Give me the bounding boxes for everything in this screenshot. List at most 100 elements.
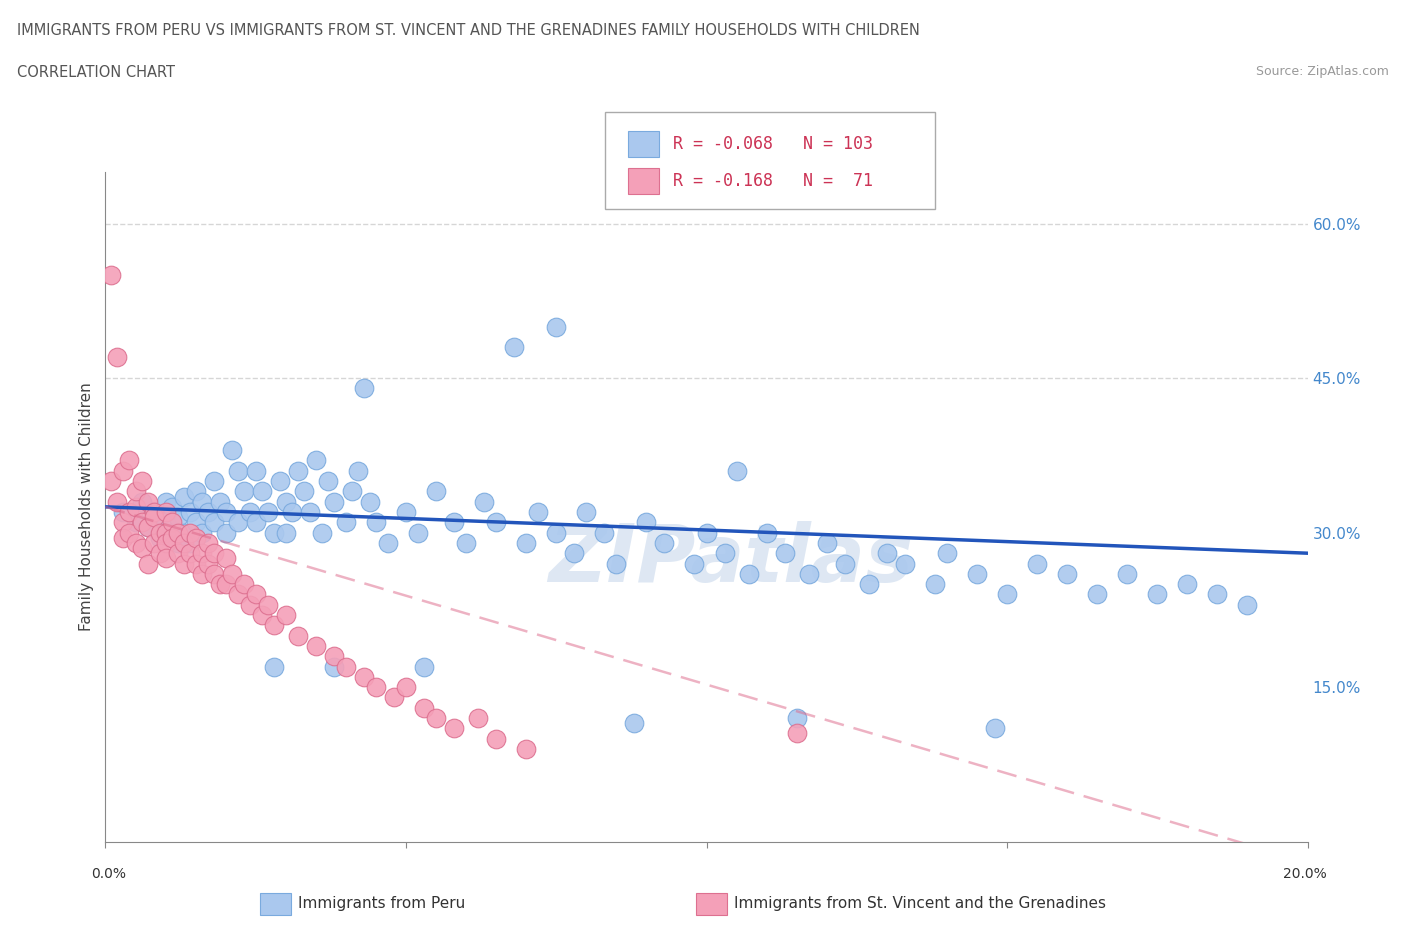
Point [124,499,146,514]
Point [263,525,285,540]
Point [166,536,188,551]
Point [184,530,207,545]
Point [364,680,387,695]
Point [515,741,537,756]
Point [353,670,375,684]
Point [124,536,146,551]
Point [456,536,478,551]
Point [197,536,219,551]
Point [136,520,159,535]
Point [160,525,183,540]
Point [173,489,195,504]
Point [605,556,627,571]
Point [214,551,236,565]
Point [335,515,357,530]
Point [142,536,165,551]
Point [155,525,177,540]
Point [269,473,291,488]
Point [322,494,344,509]
Point [654,536,676,551]
Point [406,525,429,540]
Point [274,494,297,509]
Point [179,536,201,551]
Point [131,473,153,488]
Point [250,484,273,498]
Text: CORRELATION CHART: CORRELATION CHART [17,65,174,80]
Point [1085,587,1108,602]
Point [214,577,236,591]
Text: Source: ZipAtlas.com: Source: ZipAtlas.com [1256,65,1389,78]
Text: ZIPatlas: ZIPatlas [548,522,912,600]
Point [112,530,135,545]
Point [107,494,129,509]
Point [485,731,508,746]
Point [148,546,170,561]
Point [623,716,645,731]
Point [966,566,988,581]
Point [142,505,165,520]
Point [214,505,236,520]
Point [232,577,254,591]
Point [256,597,278,612]
Point [443,721,465,736]
Point [316,473,339,488]
Point [353,381,375,396]
Point [593,525,616,540]
Point [160,530,183,545]
Point [136,556,159,571]
Point [190,546,212,561]
Text: 0.0%: 0.0% [91,867,125,881]
Point [737,566,759,581]
Point [287,463,309,478]
Point [413,700,436,715]
Point [131,540,153,555]
Point [1146,587,1168,602]
Point [173,536,195,551]
Point [131,494,153,509]
Point [924,577,946,591]
Point [472,494,495,509]
Point [131,515,153,530]
Point [202,546,225,561]
Point [382,690,405,705]
Point [245,515,267,530]
Point [179,546,201,561]
Point [725,463,748,478]
Point [155,494,177,509]
Y-axis label: Family Households with Children: Family Households with Children [79,382,94,631]
Point [1116,566,1139,581]
Point [425,484,447,498]
Point [155,515,177,530]
Point [786,726,808,741]
Point [173,556,195,571]
Point [467,711,489,725]
Point [118,525,141,540]
Point [773,546,796,561]
Point [184,556,207,571]
Point [190,566,212,581]
Point [364,515,387,530]
Point [485,515,508,530]
Point [197,556,219,571]
Point [425,711,447,725]
Point [239,597,262,612]
Point [245,587,267,602]
Point [274,607,297,622]
Point [202,566,225,581]
Point [546,525,568,540]
Point [1206,587,1229,602]
Point [148,530,170,545]
Point [214,525,236,540]
Point [100,268,122,283]
Text: Immigrants from Peru: Immigrants from Peru [298,897,465,911]
Point [311,525,333,540]
Text: R = -0.168   N =  71: R = -0.168 N = 71 [673,172,873,191]
Point [208,577,231,591]
Point [755,525,778,540]
Point [124,484,146,498]
Point [287,628,309,643]
Point [136,520,159,535]
Point [155,536,177,551]
Point [292,484,315,498]
Point [995,587,1018,602]
